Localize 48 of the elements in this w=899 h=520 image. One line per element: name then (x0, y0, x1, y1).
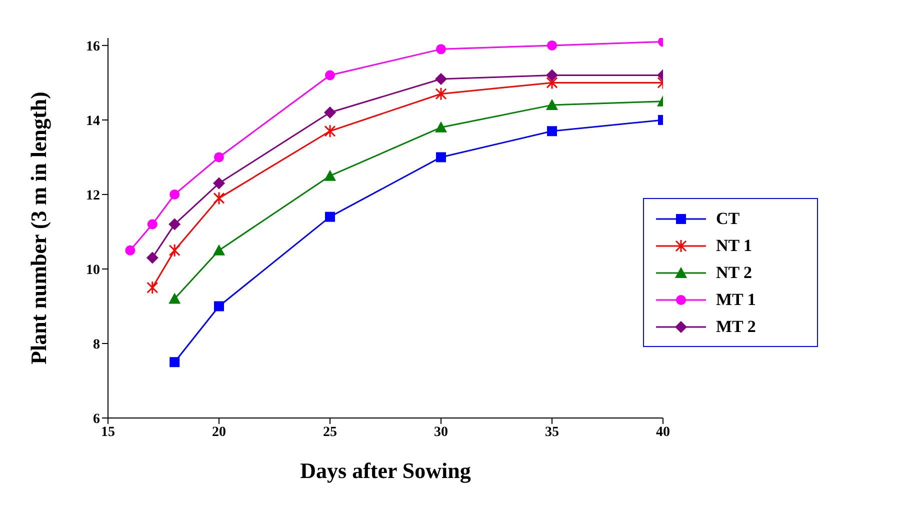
legend-label: MT 2 (716, 316, 756, 336)
point (325, 212, 335, 222)
point (324, 106, 336, 119)
y-tick-label: 16 (86, 39, 100, 54)
point (146, 252, 158, 264)
point (324, 170, 336, 181)
x-tick-label: 35 (545, 424, 559, 440)
point (214, 301, 224, 312)
point (214, 152, 224, 162)
legend-label: NT 1 (716, 236, 752, 256)
point (325, 70, 335, 80)
point (547, 126, 557, 136)
point (546, 76, 558, 90)
point (435, 121, 447, 132)
x-axis-title: Days after Sowing (300, 458, 471, 483)
point (324, 124, 336, 138)
point (168, 244, 180, 258)
point (213, 177, 225, 190)
point (546, 69, 558, 82)
legend-label: MT 1 (716, 290, 756, 310)
y-tick-label: 10 (86, 262, 100, 278)
point (147, 219, 158, 230)
point (168, 292, 181, 304)
legend-label: NT 2 (716, 262, 752, 282)
y-tick-label: 8 (93, 337, 100, 352)
point (436, 152, 446, 162)
point (213, 191, 225, 205)
point (146, 280, 158, 294)
x-tick-label: 25 (323, 424, 337, 440)
legend-label: CT (716, 208, 740, 228)
y-tick-label: 12 (86, 188, 100, 204)
y-tick-label: 6 (93, 412, 100, 427)
point (170, 189, 180, 200)
point (436, 44, 446, 54)
point (213, 244, 225, 256)
point (547, 40, 557, 50)
point (435, 87, 447, 101)
x-tick-label: 20 (212, 424, 226, 440)
point (168, 218, 181, 230)
y-axis-title: Plant number (3 m in length) (26, 92, 51, 364)
x-tick-label: 40 (656, 424, 670, 440)
point (170, 357, 180, 368)
point (435, 72, 447, 85)
point (125, 245, 136, 256)
x-tick-label: 30 (434, 424, 448, 440)
point (546, 99, 558, 110)
y-tick-label: 14 (86, 114, 100, 129)
x-tick-label: 15 (101, 424, 115, 440)
